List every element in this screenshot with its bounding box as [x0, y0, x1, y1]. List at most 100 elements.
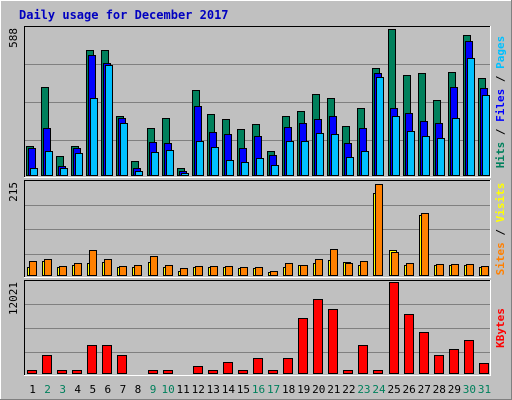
x-axis-day-labels: 1 2 3 4 5 6 7 8 9 10 11 12 13 14 15 16 17 18 19 20 21 22 23 24 2…	[29, 383, 491, 396]
bar-sites-day-5	[89, 250, 97, 276]
bar-pages-day-31	[482, 95, 490, 176]
bar-kbytes-day-2	[42, 355, 52, 374]
legend-visits-sites: Sites / Visits	[494, 183, 507, 276]
bar-kbytes-day-31	[479, 363, 489, 374]
bar-sites-day-20	[315, 259, 323, 276]
day-label-5: 5	[89, 383, 96, 396]
y-max-label-visits-sites: 215	[7, 182, 20, 202]
bar-kbytes-day-4	[72, 370, 82, 374]
day-label-26: 26	[403, 383, 416, 396]
bar-sites-day-25	[391, 252, 399, 276]
bar-kbytes-day-9	[148, 370, 158, 374]
bar-kbytes-day-10	[163, 370, 173, 374]
day-label-16: 16	[252, 383, 265, 396]
bar-sites-day-21	[330, 249, 338, 276]
bar-kbytes-day-18	[283, 358, 293, 374]
bar-kbytes-day-23	[358, 345, 368, 374]
bar-sites-day-8	[134, 265, 142, 276]
panel-hits-files-pages: 588 Hits / Files / Pages	[7, 26, 507, 178]
day-label-1: 1	[29, 383, 36, 396]
day-label-9: 9	[150, 383, 157, 396]
day-label-27: 27	[418, 383, 431, 396]
bar-pages-day-9	[151, 152, 159, 176]
bar-pages-day-7	[120, 123, 128, 176]
bar-kbytes-day-15	[238, 370, 248, 374]
bar-sites-day-26	[406, 263, 414, 276]
legend-separator: /	[494, 122, 507, 142]
bar-kbytes-day-29	[449, 349, 459, 374]
bar-pages-day-28	[437, 138, 445, 176]
bar-pages-day-3	[60, 168, 68, 176]
day-label-12: 12	[192, 383, 205, 396]
bar-sites-day-6	[104, 259, 112, 276]
day-label-13: 13	[207, 383, 220, 396]
bar-sites-day-19	[300, 265, 308, 276]
bar-kbytes-day-22	[343, 370, 353, 374]
day-label-29: 29	[448, 383, 461, 396]
bar-pages-day-18	[286, 141, 294, 176]
bar-sites-day-12	[195, 266, 203, 276]
bars-kbytes	[27, 282, 489, 374]
bar-pages-day-16	[256, 158, 264, 176]
bar-sites-day-7	[119, 266, 127, 276]
bar-pages-day-25	[392, 116, 400, 176]
legend-entry-files: Files	[494, 89, 507, 122]
day-label-24: 24	[372, 383, 386, 396]
bar-pages-day-5	[90, 98, 98, 176]
bar-pages-day-21	[331, 134, 339, 176]
bar-sites-day-10	[165, 265, 173, 276]
bar-pages-day-2	[45, 151, 53, 176]
bar-kbytes-day-24	[373, 370, 383, 374]
bar-sites-day-22	[345, 263, 353, 276]
bar-sites-day-29	[451, 264, 459, 276]
day-label-21: 21	[327, 383, 340, 396]
bar-pages-day-14	[226, 160, 234, 176]
bar-kbytes-day-13	[208, 370, 218, 374]
day-label-17: 17	[267, 383, 280, 396]
bar-pages-day-13	[211, 147, 219, 176]
day-label-7: 7	[120, 383, 127, 396]
day-label-15: 15	[237, 383, 250, 396]
bar-sites-day-1	[29, 261, 37, 276]
bar-kbytes-day-20	[313, 299, 323, 374]
bar-kbytes-day-26	[404, 314, 414, 374]
bar-pages-day-6	[105, 65, 113, 176]
day-label-19: 19	[297, 383, 310, 396]
day-label-20: 20	[312, 383, 325, 396]
day-label-22: 22	[342, 383, 355, 396]
bar-kbytes-day-30	[464, 340, 474, 374]
legend-entry-visits: Visits	[494, 183, 507, 223]
bar-kbytes-day-27	[419, 332, 429, 374]
y-max-label-hits-files-pages: 588	[7, 28, 20, 48]
bar-pages-day-4	[75, 153, 83, 176]
bar-sites-day-11	[180, 268, 188, 276]
legend-separator: /	[494, 222, 507, 242]
bar-kbytes-day-17	[268, 370, 278, 374]
bar-sites-day-28	[436, 264, 444, 276]
bar-sites-day-2	[44, 259, 52, 276]
bar-kbytes-day-1	[27, 370, 37, 374]
day-label-23: 23	[357, 383, 370, 396]
bar-pages-day-29	[452, 118, 460, 176]
bar-kbytes-day-14	[223, 362, 233, 374]
bar-kbytes-day-6	[102, 345, 112, 374]
bar-sites-day-15	[240, 267, 248, 276]
day-label-28: 28	[433, 383, 446, 396]
bar-kbytes-day-21	[328, 309, 338, 374]
bar-sites-day-24	[375, 184, 383, 276]
legend-entry-hits: Hits	[494, 142, 507, 169]
bar-pages-day-22	[346, 157, 354, 176]
bar-sites-day-23	[360, 261, 368, 276]
bar-pages-day-30	[467, 58, 475, 176]
legend-text: KBytes	[494, 308, 507, 348]
day-label-8: 8	[135, 383, 142, 396]
panel-visits-sites: 215 Sites / Visits	[7, 180, 507, 278]
legend-hits-files-pages: Hits / Files / Pages	[494, 36, 507, 169]
bar-sites-day-17	[270, 271, 278, 276]
bar-pages-day-26	[407, 131, 415, 176]
bar-sites-day-9	[150, 256, 158, 276]
bar-pages-day-15	[241, 162, 249, 176]
legend-entry-kbytes: KBytes	[494, 308, 507, 348]
bar-pages-day-17	[271, 165, 279, 176]
